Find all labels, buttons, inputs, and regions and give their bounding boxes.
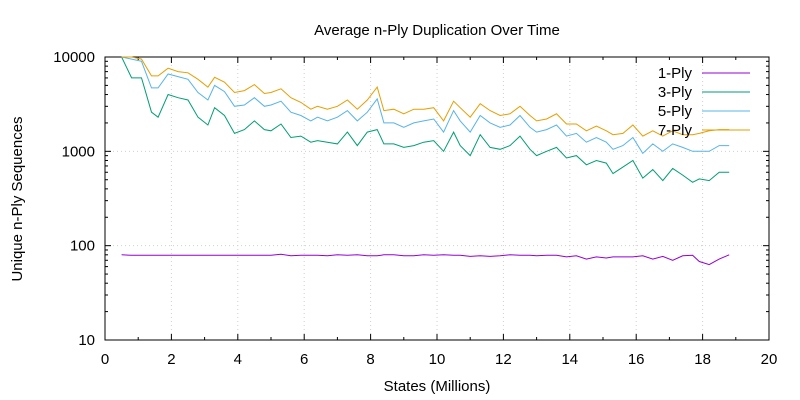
x-tick-labels: 0 2 4 6 8 10 12 14 16 18 20	[101, 351, 778, 368]
grid	[105, 57, 769, 340]
y-tick-label: 1000	[62, 143, 95, 160]
legend: 1-Ply 3-Ply 5-Ply 7-Ply	[658, 65, 750, 139]
y-tick-label: 10	[78, 332, 95, 349]
x-tick-label: 10	[429, 351, 446, 368]
x-tick-label: 12	[495, 351, 512, 368]
series-line-7-ply	[121, 56, 730, 137]
series-line-1-ply	[121, 253, 730, 266]
x-tick-label: 0	[101, 351, 109, 368]
x-axis-label: States (Millions)	[384, 378, 491, 395]
x-tick-label: 20	[761, 351, 778, 368]
x-tick-label: 4	[234, 351, 242, 368]
series-lines	[121, 56, 730, 266]
x-tick-label: 14	[561, 351, 578, 368]
x-tick-label: 2	[167, 351, 175, 368]
x-tick-label: 8	[366, 351, 374, 368]
legend-label-3-ply: 3-Ply	[658, 84, 693, 101]
chart-title: Average n-Ply Duplication Over Time	[314, 22, 560, 39]
x-tick-label: 16	[628, 351, 645, 368]
x-tick-label: 18	[694, 351, 711, 368]
legend-label-5-ply: 5-Ply	[658, 103, 693, 120]
x-tick-label: 6	[300, 351, 308, 368]
y-axis-label: Unique n-Ply Sequences	[9, 116, 26, 281]
y-tick-labels: 10 100 1000 10000	[53, 49, 95, 349]
axis-ticks	[104, 56, 770, 341]
y-tick-label: 100	[70, 238, 95, 255]
y-tick-label: 10000	[53, 49, 95, 66]
legend-label-1-ply: 1-Ply	[658, 65, 693, 82]
legend-label-7-ply: 7-Ply	[658, 122, 693, 139]
series-line-5-ply	[121, 56, 730, 155]
series-line-3-ply	[121, 56, 730, 183]
